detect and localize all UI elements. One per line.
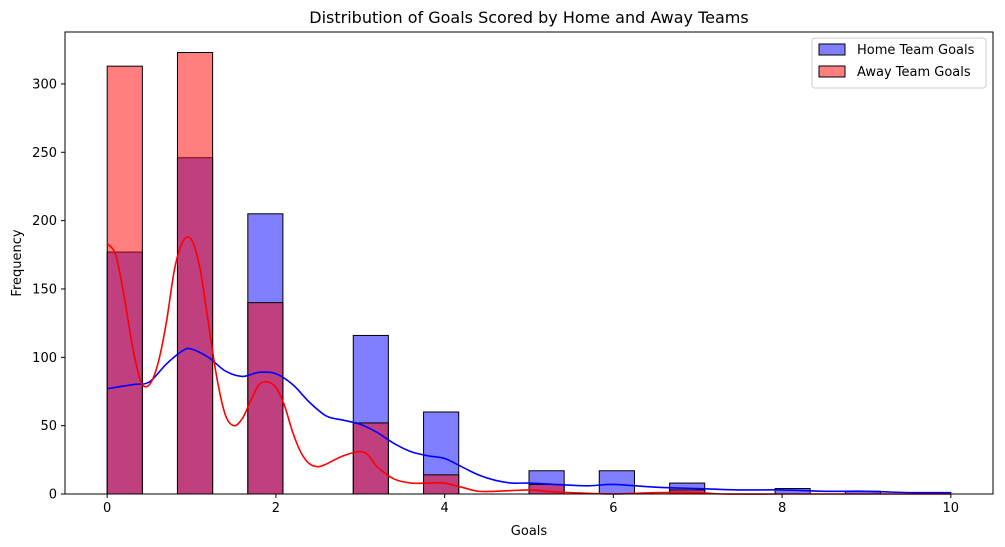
kde-layer — [106, 236, 951, 495]
y-tick-label: 0 — [49, 488, 57, 503]
y-axis-label: Frequency — [10, 229, 25, 296]
bar-home-6 — [598, 470, 635, 495]
y-axis-ticks: 0 50 100 150 200 250 300 — [32, 77, 65, 503]
legend-swatch-home — [818, 43, 846, 56]
kde-line-home — [107, 347, 951, 494]
x-tick-label: 4 — [440, 501, 448, 516]
bar-away-0 — [106, 65, 143, 495]
legend-label-home: Home Team Goals — [857, 43, 975, 58]
y-tick-label: 150 — [32, 282, 57, 297]
kde-line-away — [106, 236, 951, 495]
x-tick-label: 8 — [778, 501, 786, 516]
x-tick-label: 6 — [609, 501, 617, 516]
y-tick-label: 100 — [32, 351, 57, 366]
x-tick-label: 2 — [272, 501, 280, 516]
legend-label-away: Away Team Goals — [857, 65, 971, 80]
x-axis-label: Goals — [511, 524, 548, 539]
x-tick-label: 10 — [943, 501, 960, 516]
axes-frame — [64, 31, 994, 495]
y-tick-label: 200 — [32, 214, 57, 229]
chart-title: Distribution of Goals Scored by Home and… — [309, 8, 748, 27]
legend-swatch-away — [818, 65, 846, 78]
legend-box — [811, 37, 987, 89]
bar-away-2 — [247, 302, 284, 495]
y-tick-label: 50 — [40, 419, 57, 434]
legend: Home Team Goals Away Team Goals — [811, 37, 987, 89]
bars-layer — [106, 52, 952, 495]
x-tick-label: 0 — [103, 501, 111, 516]
x-axis-ticks: 0 2 4 6 8 10 — [103, 494, 959, 516]
y-tick-label: 250 — [32, 146, 57, 161]
bar-away-1 — [176, 52, 214, 495]
y-tick-label: 300 — [32, 77, 57, 92]
